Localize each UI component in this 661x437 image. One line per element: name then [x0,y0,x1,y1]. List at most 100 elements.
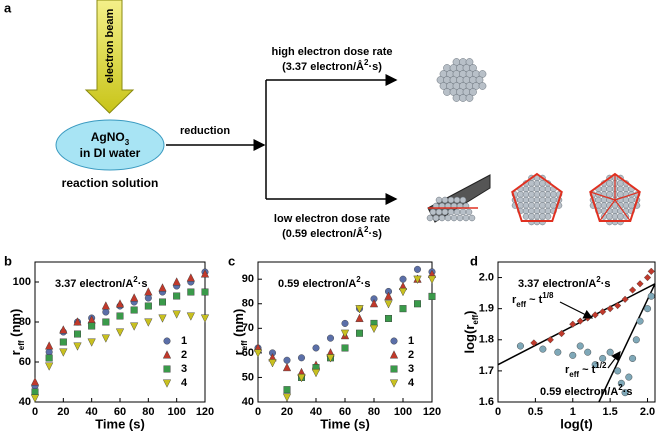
atom [539,196,546,204]
data-point [172,310,181,319]
data-point [614,367,622,375]
data-point [45,362,54,371]
chart-title: 0.59 electron/A2·s [278,275,371,290]
atom [452,94,461,102]
text-part: ·s) [368,228,382,240]
data-point [427,275,437,284]
outline [511,172,563,223]
atom [426,214,434,222]
x-tick-label: 60 [114,406,126,418]
atom [600,196,608,204]
data-point [45,354,53,362]
atom [528,196,535,204]
x-tick-label: 100 [167,406,185,418]
legend-label: 3 [181,363,187,375]
x-tick-label: 1.5 [602,406,617,418]
data-point [59,338,67,346]
solution-label: in DI water [80,146,141,160]
data-point [144,287,153,296]
text-part: (3.37 electron/Å [282,60,364,73]
x-tick-label: 0.5 [528,406,543,418]
solution-ellipse [55,119,165,171]
atom [441,196,449,204]
data-point [87,338,96,347]
data-point [569,351,577,359]
data-point [30,394,40,403]
data-point [617,379,625,387]
legend-marker [163,337,171,345]
panel-label: c [228,253,235,268]
atom [517,191,524,198]
atom [544,191,552,198]
atom [539,202,546,209]
data-point [172,277,181,286]
y-axis-label: log(reff) [462,310,479,353]
legend-label: 2 [181,349,187,361]
text-part: (0.59 electron/Å [282,227,364,240]
atom [456,214,464,222]
atom [441,208,449,216]
atom [600,202,608,209]
data-point [355,305,364,314]
data-point [643,273,652,282]
y-tick-label: 1.6 [479,396,494,408]
y-tick-label: 60 [242,347,254,359]
text-part: 0.59 electron/A [540,386,618,398]
data-point [340,329,350,338]
legend-label: 4 [408,377,415,389]
data-point [530,339,538,347]
x-axis-label: Time (s) [320,416,370,431]
data-point [399,305,407,313]
data-point [327,334,335,342]
atom [606,213,613,220]
text-part: 2 [364,225,369,234]
beam-arrow [84,0,135,114]
data-point [311,369,321,378]
nanoparticles [426,58,641,226]
data-point [73,317,82,326]
atom [522,207,530,215]
data-point [187,288,195,296]
x-tick-label: 80 [368,406,380,418]
text-part: 2 [596,275,601,284]
data-point [297,373,306,383]
data-point [413,275,422,284]
atom [600,185,608,193]
atom [447,196,455,204]
atom [544,207,552,215]
text-part: 1/2 [595,361,607,370]
y-tick-label: 80 [19,316,31,328]
text-part: ) [462,310,477,314]
data-point [268,359,277,368]
y-tick-label: 40 [242,396,254,408]
legend-marker [390,365,398,373]
atom [469,88,477,96]
data-point [282,393,292,402]
atom [522,213,530,220]
text-part: 0.59 electron/A [278,278,356,290]
atom [533,202,541,209]
text-part: ·s [601,278,611,290]
data-point [647,267,655,275]
atom [622,196,630,204]
y-tick-label: 90 [242,273,254,285]
text-part: eff [17,340,26,350]
data-point [282,362,292,372]
atom [435,208,443,216]
data-point [628,286,637,294]
x-axis-label: Time (s) [95,416,145,431]
atom [606,191,613,198]
data-point [584,348,592,356]
y-axis-label: reff (nm) [8,309,25,356]
data-point [399,275,407,283]
y-tick-label: 50 [242,371,254,383]
data-point [102,318,110,326]
solution-label: AgNO3 [91,130,130,146]
atom [528,213,535,220]
atom [522,185,530,193]
data-point [59,348,68,357]
data-point [569,320,577,328]
data-point [621,389,629,397]
chart-title: 3.37 electron/A2·s [55,275,148,290]
legend-marker [389,379,399,388]
